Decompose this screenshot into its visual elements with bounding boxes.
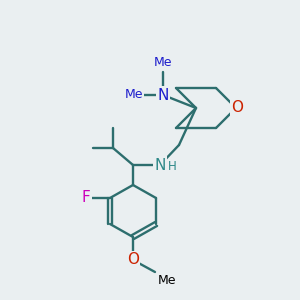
Text: H: H xyxy=(168,160,177,172)
Text: O: O xyxy=(231,100,243,116)
Text: N: N xyxy=(154,158,166,172)
Text: Me: Me xyxy=(124,88,143,101)
Text: Me: Me xyxy=(154,56,172,69)
Text: O: O xyxy=(127,253,139,268)
Text: Me: Me xyxy=(158,274,176,287)
Text: N: N xyxy=(157,88,169,103)
Text: F: F xyxy=(82,190,90,206)
